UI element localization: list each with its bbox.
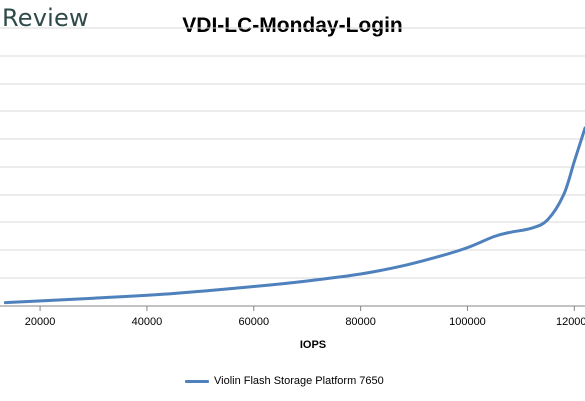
- legend-label: Violin Flash Storage Platform 7650: [214, 375, 384, 387]
- x-tick-labels: 20000 40000 60000 80000 100000 120000: [25, 316, 585, 328]
- x-tick-label: 40000: [132, 316, 163, 328]
- x-axis: [39, 306, 575, 311]
- x-tick-label: 20000: [25, 316, 56, 328]
- x-tick-label: 120000: [556, 316, 585, 328]
- legend-swatch: [185, 379, 209, 383]
- x-tick-label: 80000: [345, 316, 376, 328]
- series-layer: [3, 126, 585, 305]
- series-line: [3, 126, 585, 305]
- legend: Violin Flash Storage Platform 7650: [185, 374, 384, 388]
- chart-title: VDI-LC-Monday-Login: [182, 14, 403, 37]
- x-tick-label: 100000: [449, 316, 486, 328]
- x-axis-title: IOPS: [300, 339, 326, 351]
- grid-lines: [0, 27, 585, 307]
- x-tick-label: 60000: [238, 316, 269, 328]
- brand-logo: Review: [2, 4, 89, 32]
